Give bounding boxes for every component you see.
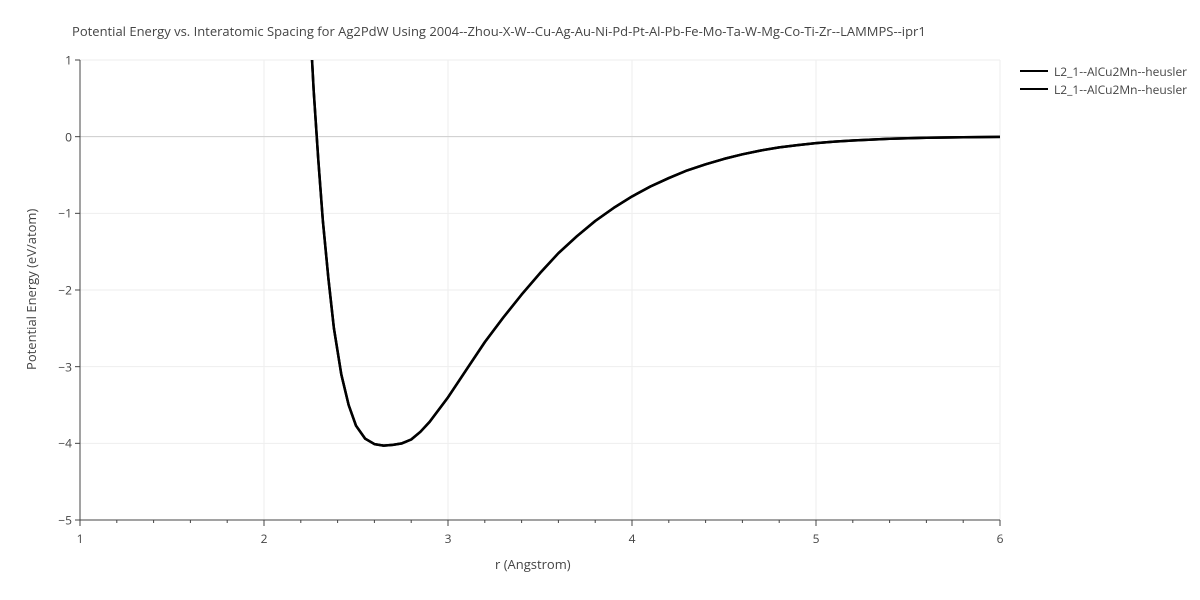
chart-container: Potential Energy vs. Interatomic Spacing… [0,0,1200,600]
chart-title: Potential Energy vs. Interatomic Spacing… [72,22,926,40]
y-tick-label: −4 [50,435,72,452]
y-axis-label: Potential Energy (eV/atom) [22,209,40,370]
y-tick-label: 1 [50,52,72,69]
legend-label: L2_1--AlCu2Mn--heusler [1054,63,1187,80]
x-tick-label: 6 [997,530,1004,547]
legend-swatch [1020,70,1048,72]
x-tick-label: 4 [629,530,636,547]
y-tick-label: −2 [50,282,72,299]
y-tick-label: −5 [50,512,72,529]
x-tick-label: 1 [77,530,84,547]
x-tick-label: 3 [445,530,452,547]
x-axis-label: r (Angstrom) [495,555,571,573]
legend-item: L2_1--AlCu2Mn--heusler [1020,80,1187,98]
legend-label: L2_1--AlCu2Mn--heusler [1054,81,1187,98]
x-tick-label: 2 [261,530,268,547]
legend-item: L2_1--AlCu2Mn--heusler [1020,62,1187,80]
plot-area [80,60,1000,520]
x-tick-label: 5 [813,530,820,547]
legend: L2_1--AlCu2Mn--heuslerL2_1--AlCu2Mn--heu… [1020,62,1187,98]
y-tick-label: −1 [50,205,72,222]
y-tick-label: 0 [50,128,72,145]
y-tick-label: −3 [50,358,72,375]
legend-swatch [1020,88,1048,90]
